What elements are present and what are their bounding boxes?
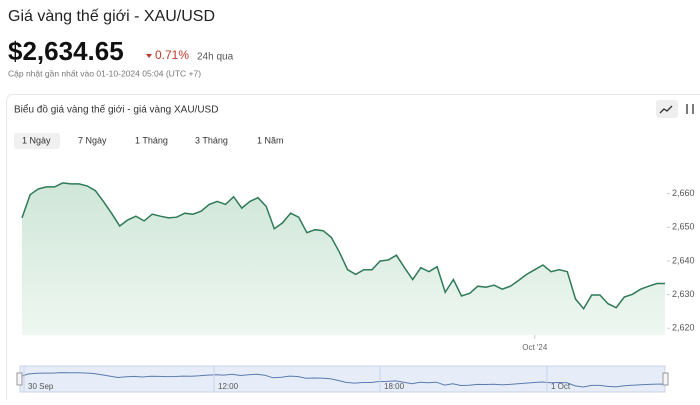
page-title: Giá vàng thế giới - XAU/USD bbox=[8, 8, 215, 25]
y-tick-label: 2,630 bbox=[672, 289, 695, 299]
navigator-handle-left[interactable] bbox=[17, 373, 22, 385]
y-tick-label: 2,640 bbox=[672, 255, 695, 265]
range-tab[interactable]: 3 Tháng bbox=[195, 135, 228, 145]
updated: Cập nhật gần nhất vào 01-10-2024 05:04 (… bbox=[8, 68, 201, 78]
y-tick-label: 2,660 bbox=[672, 188, 695, 198]
navigator-label: 30 Sep bbox=[28, 382, 54, 391]
price-change: 0.71% bbox=[155, 48, 189, 62]
line-icon[interactable] bbox=[656, 100, 678, 118]
y-tick-label: 2,650 bbox=[672, 222, 695, 232]
range-tab[interactable]: 1 Ngày bbox=[22, 135, 51, 145]
navigator-label: 1 Oct bbox=[551, 382, 571, 391]
price: $2,634.65 bbox=[8, 36, 124, 66]
range-tab[interactable]: 1 Năm bbox=[257, 135, 284, 145]
x-tick-label: Oct '24 bbox=[522, 343, 548, 352]
navigator-label: 12:00 bbox=[218, 382, 239, 391]
navigator-handle-right[interactable] bbox=[663, 373, 668, 385]
range-tab[interactable]: 1 Tháng bbox=[135, 135, 168, 145]
period: 24h qua bbox=[197, 52, 234, 63]
down-arrow bbox=[146, 54, 152, 58]
chart-title: Biểu đồ giá vàng thế giới - giá vàng XAU… bbox=[14, 104, 218, 116]
range-tab[interactable]: 7 Ngày bbox=[78, 135, 107, 145]
y-tick-label: 2,620 bbox=[672, 323, 695, 333]
navigator-label: 18:00 bbox=[384, 382, 405, 391]
